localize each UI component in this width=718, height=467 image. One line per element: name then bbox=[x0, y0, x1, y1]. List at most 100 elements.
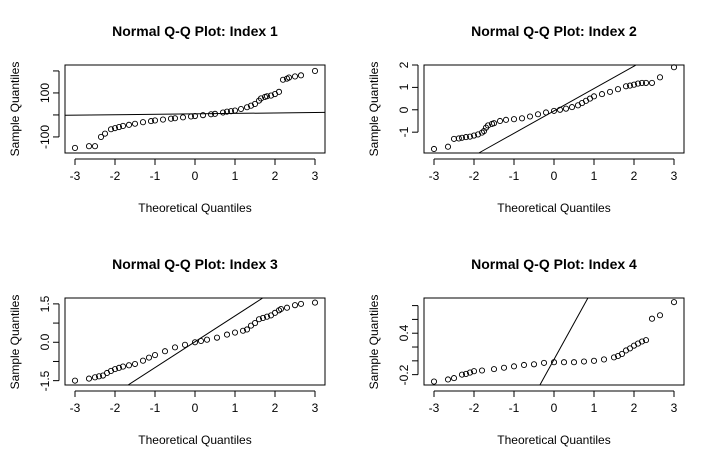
data-point bbox=[462, 134, 470, 141]
x-tick-label: -3 bbox=[428, 401, 440, 415]
data-point bbox=[115, 123, 123, 131]
data-point bbox=[219, 109, 227, 116]
y-tick-label: 2 bbox=[397, 61, 411, 69]
data-point bbox=[297, 72, 305, 79]
data-point bbox=[568, 104, 576, 111]
data-point bbox=[263, 313, 271, 320]
x-tick-label: 3 bbox=[670, 401, 678, 415]
x-tick-label: -2 bbox=[109, 169, 121, 183]
qq-panel-4 bbox=[412, 297, 685, 397]
x-axis-label: Theoretical Quantiles bbox=[138, 201, 252, 215]
data-point bbox=[470, 132, 478, 139]
data-point bbox=[598, 91, 606, 98]
data-point bbox=[534, 111, 542, 118]
data-point bbox=[159, 116, 167, 123]
data-point bbox=[478, 367, 486, 374]
x-tick-label: 2 bbox=[271, 401, 279, 415]
panel-title: Normal Q-Q Plot: Index 1 bbox=[112, 23, 278, 39]
data-point bbox=[610, 354, 618, 361]
y-tick-label: 0.4 bbox=[397, 324, 411, 342]
data-point bbox=[638, 338, 646, 345]
y-tick-label: -0.2 bbox=[397, 364, 411, 385]
qq-panel-1 bbox=[53, 64, 326, 165]
data-point bbox=[101, 130, 109, 137]
data-point bbox=[670, 64, 678, 71]
qq-panel-2 bbox=[412, 64, 685, 165]
data-point bbox=[255, 316, 263, 323]
data-point bbox=[530, 361, 538, 368]
y-axis-label: Sample Quantiles bbox=[367, 61, 381, 157]
data-point bbox=[85, 375, 93, 382]
x-tick-label: -2 bbox=[109, 401, 121, 415]
data-point bbox=[95, 373, 103, 380]
data-point bbox=[560, 359, 568, 366]
x-tick-label: -1 bbox=[149, 401, 161, 415]
y-axis-label: Sample Quantiles bbox=[367, 294, 381, 389]
data-point bbox=[291, 302, 299, 309]
data-point bbox=[91, 374, 99, 381]
panel-title: Normal Q-Q Plot: Index 3 bbox=[112, 256, 278, 272]
y-tick-label: 0.0 bbox=[38, 333, 52, 351]
data-point bbox=[191, 339, 199, 346]
data-point bbox=[91, 143, 99, 150]
data-point bbox=[510, 363, 518, 370]
data-point bbox=[550, 107, 558, 114]
data-point bbox=[223, 108, 231, 115]
x-tick-label: -3 bbox=[428, 169, 440, 183]
data-point bbox=[458, 371, 466, 378]
data-point bbox=[145, 354, 153, 361]
data-point bbox=[263, 93, 271, 100]
data-point bbox=[171, 344, 179, 351]
data-point bbox=[251, 320, 259, 327]
data-point bbox=[71, 377, 79, 384]
data-point bbox=[484, 122, 492, 129]
x-tick-label: -3 bbox=[69, 169, 81, 183]
data-point bbox=[656, 74, 664, 81]
data-point bbox=[111, 125, 119, 132]
y-tick-label: -1.5 bbox=[38, 370, 52, 391]
data-point bbox=[283, 304, 291, 311]
plot-frame bbox=[64, 64, 326, 154]
data-point bbox=[500, 364, 508, 371]
data-point bbox=[131, 120, 139, 127]
data-point bbox=[430, 145, 438, 153]
data-point bbox=[243, 326, 251, 333]
qq-reference-line bbox=[539, 297, 589, 386]
x-axis-label: Theoretical Quantiles bbox=[497, 201, 611, 215]
y-tick-label: 1.5 bbox=[38, 295, 52, 313]
data-point bbox=[430, 378, 438, 385]
data-point bbox=[291, 73, 299, 80]
data-point bbox=[207, 111, 215, 118]
data-point bbox=[444, 143, 452, 150]
x-tick-label: -1 bbox=[508, 169, 520, 183]
data-point bbox=[223, 331, 231, 338]
data-point bbox=[520, 361, 528, 369]
data-point bbox=[634, 80, 642, 87]
x-tick-label: 3 bbox=[311, 169, 319, 183]
data-point bbox=[526, 113, 534, 120]
data-point bbox=[187, 113, 195, 120]
x-tick-label: -2 bbox=[468, 169, 480, 183]
x-tick-label: -2 bbox=[468, 401, 480, 415]
data-point bbox=[466, 133, 474, 140]
data-point bbox=[227, 108, 235, 115]
data-point bbox=[139, 357, 147, 364]
x-tick-label: 1 bbox=[590, 169, 598, 183]
data-point bbox=[97, 133, 105, 140]
data-point bbox=[247, 102, 255, 109]
data-point bbox=[203, 336, 211, 343]
data-point bbox=[450, 375, 458, 382]
data-point bbox=[470, 368, 478, 375]
data-point bbox=[131, 360, 139, 368]
x-tick-label: 0 bbox=[191, 169, 199, 183]
data-point bbox=[167, 115, 175, 122]
data-point bbox=[466, 369, 474, 376]
data-point bbox=[311, 299, 319, 306]
plot-frame bbox=[423, 297, 685, 386]
data-point bbox=[590, 357, 598, 364]
plot-frame bbox=[64, 297, 326, 386]
data-point bbox=[197, 337, 205, 345]
data-point bbox=[213, 334, 221, 341]
data-point bbox=[211, 110, 219, 117]
data-point bbox=[239, 327, 247, 334]
